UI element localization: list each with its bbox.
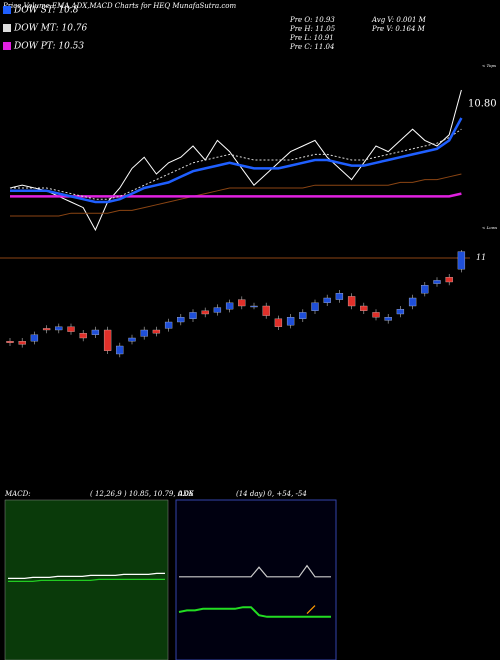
candle-body [164, 321, 173, 329]
macd-line [8, 572, 165, 579]
price-line-label: 11 [476, 253, 486, 262]
candle-body [299, 312, 307, 319]
candle-body [384, 317, 392, 321]
macd-params: ( 12,26,9 ) 10.85, 10.79, 0.06 [90, 490, 194, 498]
candle-body [128, 337, 136, 342]
adx-line [178, 606, 331, 618]
candle-body [433, 280, 441, 284]
adx-line [179, 564, 331, 578]
macd-label: MACD: [4, 490, 31, 498]
candle-body [152, 329, 161, 334]
candle-body [421, 285, 429, 294]
adx-panel [175, 499, 337, 660]
candle-body [67, 326, 75, 332]
ema-line [10, 173, 462, 217]
candle-body [79, 333, 87, 339]
candle-body [116, 345, 124, 355]
candle-body [408, 297, 417, 307]
macd-line [8, 578, 165, 582]
candle-body [189, 312, 197, 319]
candle-body [30, 334, 39, 342]
candle-body [42, 328, 51, 331]
info: Pre H: 11.05 [289, 25, 336, 33]
ema-line [9, 89, 462, 232]
last-label: 10.80 [468, 99, 497, 110]
legend-label: DOW ST: 10.8 [13, 6, 79, 16]
candle-body [91, 329, 100, 335]
candle-body [445, 277, 453, 283]
candle-body [335, 293, 344, 300]
candle-body [286, 317, 295, 326]
candle-body [213, 307, 222, 313]
candle-body [311, 302, 319, 311]
adx-params: (14 day) 0, +54, -54 [236, 490, 307, 498]
adx-label: ADX [177, 490, 195, 498]
candle-body [323, 297, 331, 303]
candle-body [372, 312, 380, 318]
info: Pre C: 11.04 [289, 43, 334, 51]
info: Pre L: 10.91 [289, 34, 334, 42]
candle-body [347, 296, 356, 307]
candle-body [6, 341, 14, 343]
legend-swatch [3, 24, 11, 32]
legend-swatch [3, 6, 11, 14]
candle-body [262, 305, 270, 316]
info: Pre V: 0.164 M [371, 25, 426, 33]
legend-label: DOW MT: 10.76 [13, 24, 88, 34]
candle-body [140, 329, 148, 337]
candle-body [103, 329, 112, 351]
candle-body [55, 326, 63, 331]
candle-body [18, 341, 26, 345]
candle-body [274, 318, 283, 327]
candle-body [201, 310, 209, 315]
adx-line [306, 605, 316, 615]
candle-body [238, 299, 246, 307]
ema-line [10, 117, 463, 204]
legend-label: DOW PT: 10.53 [13, 42, 84, 52]
candle-body [225, 302, 234, 310]
candle-body [457, 251, 466, 270]
chart-title: Price,Volume,EMA,ADX,MACD Charts for HEQ… [2, 2, 236, 10]
legend-swatch [3, 42, 11, 50]
candle-body [177, 317, 185, 323]
ema-line [10, 128, 462, 200]
candle-body [250, 305, 258, 308]
tops-label: < Tops [482, 63, 496, 68]
info: Avg V: 0.001 M [371, 16, 427, 24]
candle-body [360, 305, 368, 311]
lows-label: < Lows [482, 225, 497, 230]
info: Pre O: 10.93 [289, 16, 335, 24]
candle-body [396, 309, 405, 315]
